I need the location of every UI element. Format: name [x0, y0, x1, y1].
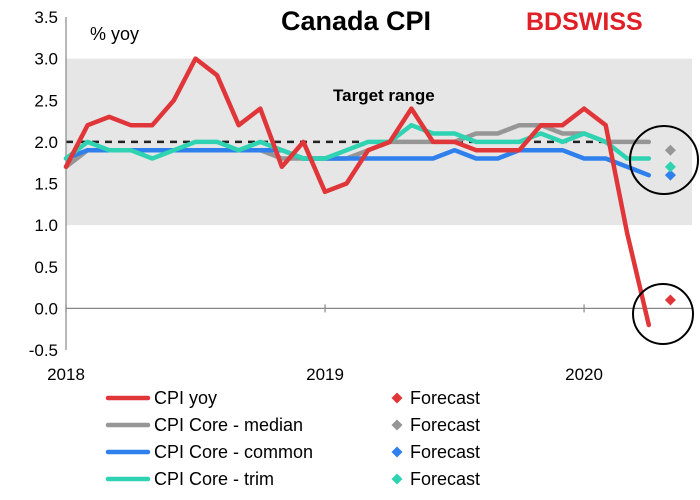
forecast-point-0	[664, 294, 676, 306]
forecast-point-1	[664, 144, 676, 156]
brand-logo-text: BDSWISS	[526, 8, 643, 36]
legend-forecast-label: Forecast	[410, 442, 480, 462]
y-unit-label: % yoy	[90, 24, 139, 44]
y-tick-label: 0.0	[34, 299, 58, 318]
y-tick-label: 1.0	[34, 216, 58, 235]
series-lines	[63, 56, 652, 328]
x-tick-label: 2019	[306, 365, 344, 384]
legend-forecast-label: Forecast	[410, 415, 480, 435]
core-forecast-highlight-circle	[629, 125, 699, 195]
legend-forecast-marker	[391, 392, 403, 404]
y-tick-labels: -0.5 0.0 0.5 1.0 1.5 2.0 2.5 3.0 3.5	[29, 8, 58, 360]
legend-forecast-marker	[391, 419, 403, 431]
y-tick-label: 0.5	[34, 258, 58, 277]
brand-logo: BDSWISS	[526, 8, 643, 36]
legend-forecast-label: Forecast	[410, 469, 480, 489]
legend-series-name: CPI yoy	[154, 388, 217, 408]
y-tick-label: 3.0	[34, 50, 58, 69]
y-tick-label: 1.5	[34, 175, 58, 194]
y-tick-label: 2.5	[34, 91, 58, 110]
legend-forecast-label: Forecast	[410, 388, 480, 408]
forecast-point-2	[664, 169, 676, 181]
y-tick-label: 2.0	[34, 133, 58, 152]
cpi-forecast-highlight-circle	[632, 283, 694, 345]
legend-forecast-marker	[391, 446, 403, 458]
y-tick-label: 3.5	[34, 8, 58, 27]
forecast-point-3	[664, 161, 676, 173]
x-tick-labels: 2018 2019 2020	[47, 304, 603, 384]
legend-series-name: CPI Core - common	[154, 442, 313, 462]
x-tick-label: 2018	[47, 365, 85, 384]
legend-series-name: CPI Core - median	[154, 415, 303, 435]
series-line-3	[63, 122, 652, 161]
legend-forecast-marker	[391, 473, 403, 485]
chart-legend: CPI yoy Forecast CPI Core - median Forecast…	[105, 388, 480, 489]
y-tick-label: -0.5	[29, 341, 58, 360]
series-line-2	[63, 147, 652, 178]
legend-series-name: CPI Core - trim	[154, 469, 274, 489]
chart-title: Canada CPI	[281, 6, 431, 36]
target-range-label: Target range	[333, 86, 435, 105]
x-tick-label: 2020	[565, 365, 603, 384]
forecast-markers	[664, 144, 676, 306]
series-line-0	[63, 56, 652, 328]
